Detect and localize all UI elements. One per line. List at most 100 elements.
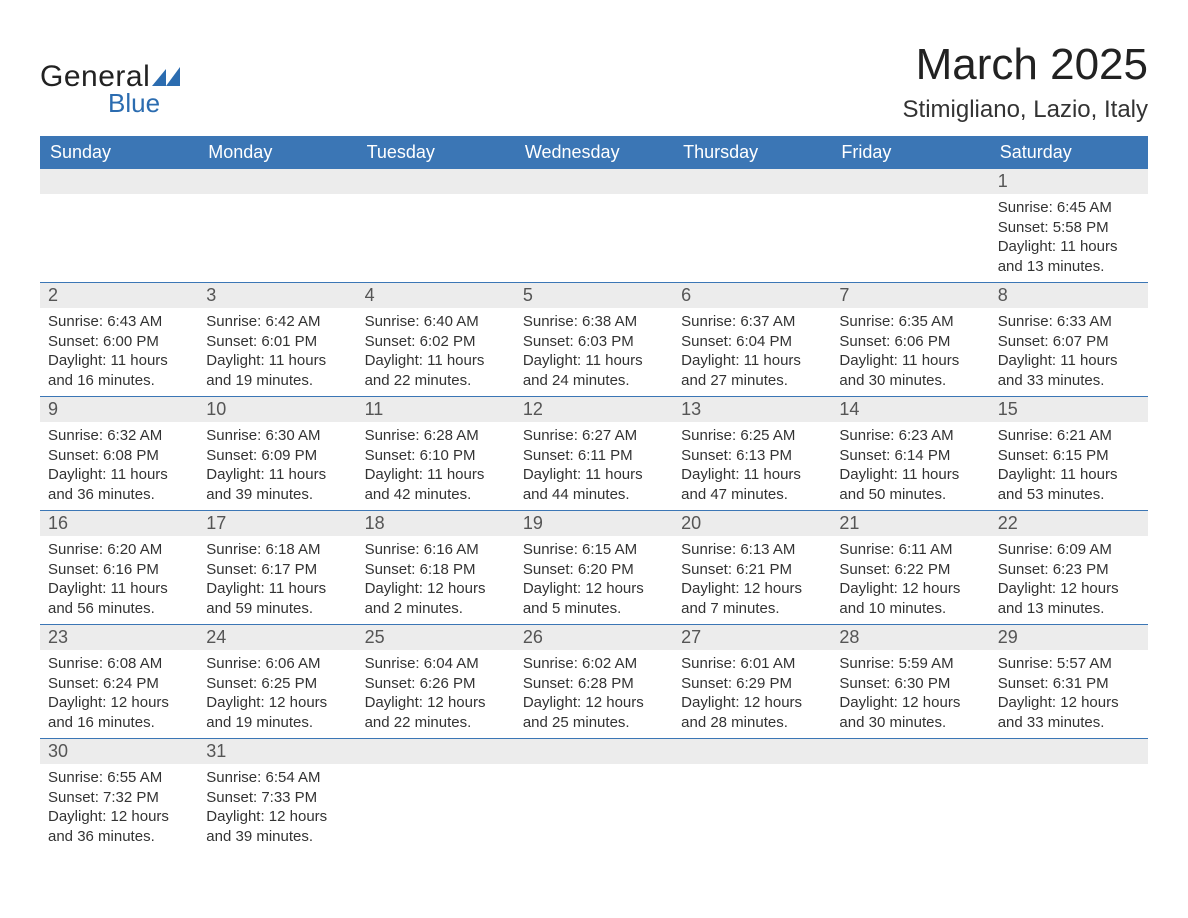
cell-line-day2: and 30 minutes. (839, 371, 981, 391)
cell-line-sunrise: Sunrise: 6:55 AM (48, 768, 190, 788)
calendar-cell: Sunrise: 6:02 AMSunset: 6:28 PMDaylight:… (515, 650, 673, 738)
calendar-cell: Sunrise: 6:33 AMSunset: 6:07 PMDaylight:… (990, 308, 1148, 396)
cell-line-day1: Daylight: 12 hours (48, 807, 190, 827)
day-header: Saturday (990, 136, 1148, 169)
title-month: March 2025 (903, 40, 1148, 90)
day-number (831, 739, 989, 764)
day-header: Wednesday (515, 136, 673, 169)
cell-line-day2: and 5 minutes. (523, 599, 665, 619)
cell-line-day2: and 30 minutes. (839, 713, 981, 733)
calendar-cell: Sunrise: 6:15 AMSunset: 6:20 PMDaylight:… (515, 536, 673, 624)
cell-line-day2: and 36 minutes. (48, 827, 190, 847)
cell-line-day2: and 13 minutes. (998, 599, 1140, 619)
cell-line-sunrise: Sunrise: 6:11 AM (839, 540, 981, 560)
calendar-cell (673, 764, 831, 852)
calendar-cell (357, 764, 515, 852)
cell-line-sunrise: Sunrise: 6:20 AM (48, 540, 190, 560)
calendar-cell (515, 194, 673, 282)
day-number (198, 169, 356, 194)
day-number (990, 739, 1148, 764)
cell-content: Sunrise: 6:01 AMSunset: 6:29 PMDaylight:… (681, 654, 823, 732)
calendar-week: 1 Sunrise: 6:45 AMSunset: 5:58 PMDaylight… (40, 169, 1148, 283)
cell-content: Sunrise: 6:32 AMSunset: 6:08 PMDaylight:… (48, 426, 190, 504)
day-number: 29 (990, 625, 1148, 650)
cell-line-day2: and 24 minutes. (523, 371, 665, 391)
week-data-row: Sunrise: 6:45 AMSunset: 5:58 PMDaylight:… (40, 194, 1148, 282)
cell-line-sunset: Sunset: 6:25 PM (206, 674, 348, 694)
cell-line-sunset: Sunset: 6:14 PM (839, 446, 981, 466)
cell-content: Sunrise: 6:55 AMSunset: 7:32 PMDaylight:… (48, 768, 190, 846)
cell-line-day1: Daylight: 11 hours (839, 351, 981, 371)
calendar-cell: Sunrise: 6:01 AMSunset: 6:29 PMDaylight:… (673, 650, 831, 738)
cell-line-day1: Daylight: 11 hours (48, 465, 190, 485)
cell-content: Sunrise: 6:27 AMSunset: 6:11 PMDaylight:… (523, 426, 665, 504)
cell-line-sunset: Sunset: 6:15 PM (998, 446, 1140, 466)
day-number: 1 (990, 169, 1148, 194)
day-number (40, 169, 198, 194)
cell-line-sunrise: Sunrise: 6:30 AM (206, 426, 348, 446)
cell-line-sunrise: Sunrise: 6:06 AM (206, 654, 348, 674)
cell-content: Sunrise: 6:09 AMSunset: 6:23 PMDaylight:… (998, 540, 1140, 618)
cell-line-sunset: Sunset: 6:21 PM (681, 560, 823, 580)
day-number (357, 169, 515, 194)
cell-line-day1: Daylight: 12 hours (206, 807, 348, 827)
day-number: 18 (357, 511, 515, 536)
cell-line-day1: Daylight: 11 hours (839, 465, 981, 485)
day-number: 13 (673, 397, 831, 422)
calendar: Sunday Monday Tuesday Wednesday Thursday… (40, 136, 1148, 852)
cell-line-day1: Daylight: 11 hours (523, 351, 665, 371)
cell-line-sunrise: Sunrise: 6:33 AM (998, 312, 1140, 332)
cell-line-sunset: Sunset: 6:00 PM (48, 332, 190, 352)
daynum-row: 3031 (40, 739, 1148, 764)
cell-line-sunrise: Sunrise: 6:25 AM (681, 426, 823, 446)
cell-content: Sunrise: 6:13 AMSunset: 6:21 PMDaylight:… (681, 540, 823, 618)
calendar-header-row: Sunday Monday Tuesday Wednesday Thursday… (40, 136, 1148, 169)
cell-line-sunset: Sunset: 6:26 PM (365, 674, 507, 694)
calendar-cell: Sunrise: 6:18 AMSunset: 6:17 PMDaylight:… (198, 536, 356, 624)
cell-content: Sunrise: 6:06 AMSunset: 6:25 PMDaylight:… (206, 654, 348, 732)
cell-line-day1: Daylight: 12 hours (839, 693, 981, 713)
cell-content: Sunrise: 6:18 AMSunset: 6:17 PMDaylight:… (206, 540, 348, 618)
day-number: 3 (198, 283, 356, 308)
cell-line-sunset: Sunset: 6:17 PM (206, 560, 348, 580)
cell-line-day2: and 59 minutes. (206, 599, 348, 619)
cell-line-day1: Daylight: 12 hours (523, 693, 665, 713)
calendar-cell: Sunrise: 6:32 AMSunset: 6:08 PMDaylight:… (40, 422, 198, 510)
cell-line-day1: Daylight: 11 hours (998, 237, 1140, 257)
cell-line-sunrise: Sunrise: 6:27 AM (523, 426, 665, 446)
cell-line-day1: Daylight: 12 hours (48, 693, 190, 713)
calendar-cell: Sunrise: 6:08 AMSunset: 6:24 PMDaylight:… (40, 650, 198, 738)
cell-line-day2: and 56 minutes. (48, 599, 190, 619)
cell-line-day2: and 42 minutes. (365, 485, 507, 505)
calendar-week: 3031 Sunrise: 6:55 AMSunset: 7:32 PMDayli… (40, 739, 1148, 852)
day-header: Thursday (673, 136, 831, 169)
cell-line-sunrise: Sunrise: 6:40 AM (365, 312, 507, 332)
title-block: March 2025 Stimigliano, Lazio, Italy (903, 20, 1148, 124)
logo-text-blue: Blue (108, 88, 160, 119)
day-number: 22 (990, 511, 1148, 536)
day-number: 2 (40, 283, 198, 308)
calendar-cell: Sunrise: 6:11 AMSunset: 6:22 PMDaylight:… (831, 536, 989, 624)
day-header: Sunday (40, 136, 198, 169)
day-number: 14 (831, 397, 989, 422)
cell-line-sunset: Sunset: 6:28 PM (523, 674, 665, 694)
day-number: 19 (515, 511, 673, 536)
cell-line-day2: and 36 minutes. (48, 485, 190, 505)
calendar-cell: Sunrise: 6:21 AMSunset: 6:15 PMDaylight:… (990, 422, 1148, 510)
cell-line-day2: and 39 minutes. (206, 827, 348, 847)
cell-line-day1: Daylight: 12 hours (523, 579, 665, 599)
cell-line-sunset: Sunset: 6:23 PM (998, 560, 1140, 580)
cell-line-day2: and 33 minutes. (998, 713, 1140, 733)
calendar-cell: Sunrise: 5:59 AMSunset: 6:30 PMDaylight:… (831, 650, 989, 738)
cell-line-day1: Daylight: 12 hours (998, 579, 1140, 599)
cell-line-day1: Daylight: 11 hours (206, 465, 348, 485)
cell-line-sunset: Sunset: 6:13 PM (681, 446, 823, 466)
cell-line-sunrise: Sunrise: 6:54 AM (206, 768, 348, 788)
week-data-row: Sunrise: 6:55 AMSunset: 7:32 PMDaylight:… (40, 764, 1148, 852)
day-number: 17 (198, 511, 356, 536)
cell-content: Sunrise: 5:57 AMSunset: 6:31 PMDaylight:… (998, 654, 1140, 732)
cell-content: Sunrise: 6:11 AMSunset: 6:22 PMDaylight:… (839, 540, 981, 618)
cell-content: Sunrise: 6:45 AMSunset: 5:58 PMDaylight:… (998, 198, 1140, 276)
cell-line-sunrise: Sunrise: 6:08 AM (48, 654, 190, 674)
cell-line-sunrise: Sunrise: 6:04 AM (365, 654, 507, 674)
